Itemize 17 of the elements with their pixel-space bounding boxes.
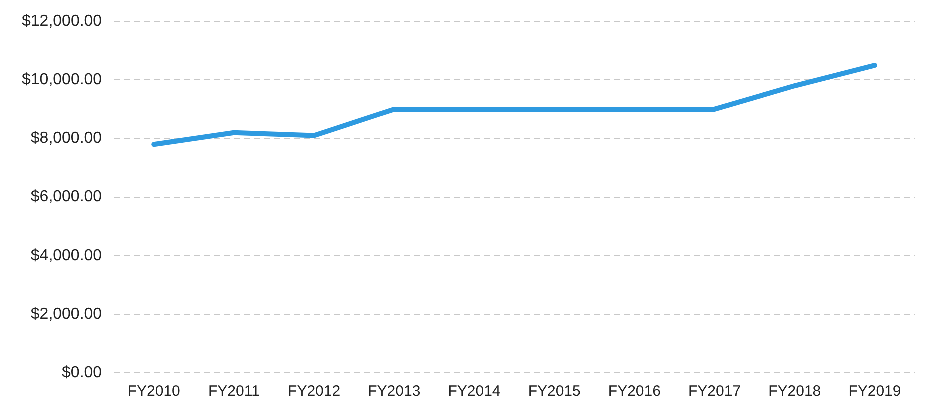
x-tick-label: FY2017 [688, 383, 742, 400]
y-tick-label: $12,000.00 [22, 13, 102, 30]
y-tick-label: $4,000.00 [30, 247, 102, 264]
x-tick-label: FY2018 [768, 383, 822, 400]
y-tick-label: $6,000.00 [30, 188, 102, 206]
y-tick-label: $0.00 [62, 364, 102, 382]
x-tick-label: FY2014 [448, 383, 501, 400]
x-tick-label: FY2019 [848, 383, 902, 400]
x-tick-label: FY2010 [128, 383, 180, 400]
x-tick-label: FY2011 [208, 383, 260, 400]
x-tick-label: FY2016 [608, 383, 661, 400]
y-tick-label: $8,000.00 [30, 130, 102, 148]
x-tick-label: FY2012 [288, 383, 341, 400]
y-tick-label: $2,000.00 [30, 306, 102, 323]
x-tick-label: FY2013 [368, 383, 421, 400]
x-tick-label: FY2015 [528, 383, 581, 400]
y-tick-label: $10,000.00 [22, 72, 102, 89]
